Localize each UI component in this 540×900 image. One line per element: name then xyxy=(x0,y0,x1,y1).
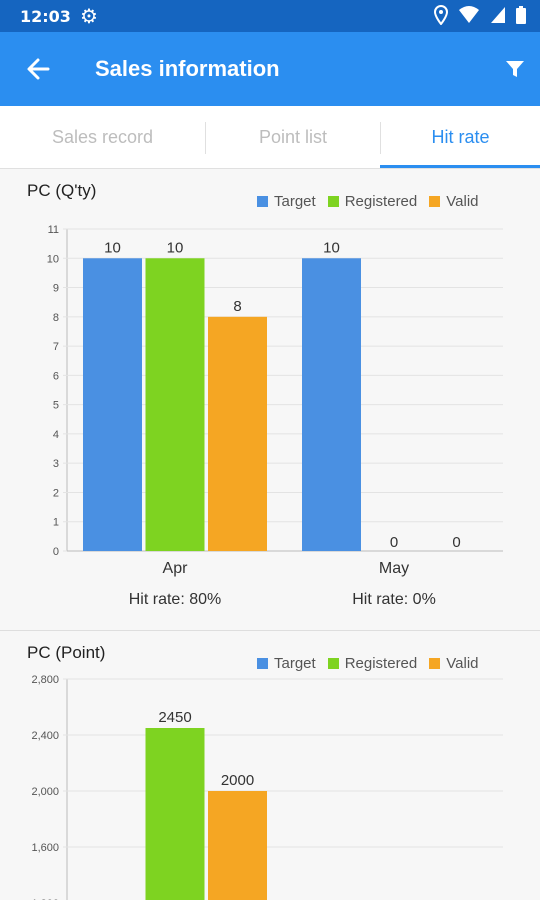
status-bar: 12:03 ⚙ xyxy=(0,0,540,32)
status-time: 12:03 xyxy=(20,7,71,26)
bar-chart-qty: 0 1 2 3 4 5 6 7 8 9 10 11 10 10 8 Apr Hit rate: 80% 10 0 0 M… xyxy=(47,224,503,608)
location-icon xyxy=(434,5,448,25)
bar-value-label: 0 xyxy=(390,534,398,551)
filter-icon[interactable] xyxy=(504,58,526,80)
legend-item-registered: Registered xyxy=(327,655,418,672)
y-tick-label: 6 xyxy=(53,370,59,382)
wifi-icon xyxy=(459,6,479,23)
x-category-label: May xyxy=(379,560,409,577)
y-tick-label: 2,400 xyxy=(31,730,59,742)
bar-value-label: 10 xyxy=(323,239,340,256)
y-tick-label: 2,800 xyxy=(31,674,59,686)
bar-value-label: 8 xyxy=(233,298,241,315)
tab-sales-record[interactable]: Sales record xyxy=(51,127,154,147)
bar-value-label: 2450 xyxy=(158,709,191,726)
bar-value-label: 0 xyxy=(452,534,460,551)
y-tick-label: 0 xyxy=(53,546,59,558)
bar xyxy=(208,791,267,900)
legend-item-target: Target xyxy=(257,655,316,672)
bar-chart-point: 1,200 1,600 2,000 2,400 2,800 2450 2000 xyxy=(31,674,503,900)
bar xyxy=(208,316,267,551)
y-tick-label: 8 xyxy=(53,312,59,324)
chart-legend: Target Registered Valid xyxy=(257,193,479,210)
tab-bar: Sales record Point list Hit rate xyxy=(0,106,540,169)
battery-icon xyxy=(516,6,526,24)
y-tick-label: 1,200 xyxy=(31,898,59,900)
legend-label: Target xyxy=(274,655,316,672)
app-bar: Sales information xyxy=(0,32,540,106)
legend-label: Registered xyxy=(344,193,418,210)
legend-label: Valid xyxy=(446,193,479,210)
y-tick-label: 10 xyxy=(47,253,59,265)
y-tick-label: 1 xyxy=(53,517,59,529)
y-tick-label: 3 xyxy=(53,458,59,470)
bar xyxy=(302,258,361,551)
legend-item-target: Target xyxy=(257,193,316,210)
chart-legend: Target Registered Valid xyxy=(257,655,479,672)
bar xyxy=(83,258,142,551)
tab-point-list[interactable]: Point list xyxy=(258,127,328,147)
y-tick-label: 2,000 xyxy=(31,786,59,798)
legend-label: Registered xyxy=(344,655,418,672)
legend-label: Valid xyxy=(446,655,479,672)
bar-value-label: 10 xyxy=(104,239,121,256)
y-tick-label: 4 xyxy=(53,429,59,441)
hit-rate-label: Hit rate: 80% xyxy=(129,591,221,608)
chart-title: PC (Q'ty) xyxy=(27,181,97,200)
tab-divider xyxy=(205,122,206,154)
hit-rate-label: Hit rate: 0% xyxy=(352,591,436,608)
bar xyxy=(145,728,205,900)
active-tab-indicator xyxy=(380,165,540,168)
y-tick-label: 5 xyxy=(53,400,59,412)
bar xyxy=(145,258,205,551)
page-title: Sales information xyxy=(95,56,280,81)
chart-title: PC (Point) xyxy=(27,643,106,662)
y-tick-label: 7 xyxy=(53,341,59,353)
y-tick-label: 1,600 xyxy=(31,842,59,854)
y-tick-label: 9 xyxy=(53,283,59,295)
tab-hit-rate[interactable]: Hit rate xyxy=(431,127,490,147)
back-arrow-icon[interactable] xyxy=(22,52,56,86)
legend-item-registered: Registered xyxy=(327,193,418,210)
chart-panel-qty: PC (Q'ty) Target Registered Valid 0 1 2 3 4 5… xyxy=(0,169,540,631)
bar-value-label: 10 xyxy=(167,239,184,256)
y-tick-label: 11 xyxy=(48,224,59,236)
legend-item-valid: Valid xyxy=(429,193,479,210)
gear-icon: ⚙ xyxy=(80,6,98,28)
chart-panel-point: PC (Point) Target Registered Valid 1,200… xyxy=(0,631,540,900)
legend-label: Target xyxy=(274,193,316,210)
legend-item-valid: Valid xyxy=(429,655,479,672)
y-tick-label: 2 xyxy=(53,487,59,499)
tab-divider xyxy=(380,122,381,154)
x-category-label: Apr xyxy=(163,560,189,577)
bar-value-label: 2000 xyxy=(221,772,254,789)
signal-icon xyxy=(491,7,505,23)
